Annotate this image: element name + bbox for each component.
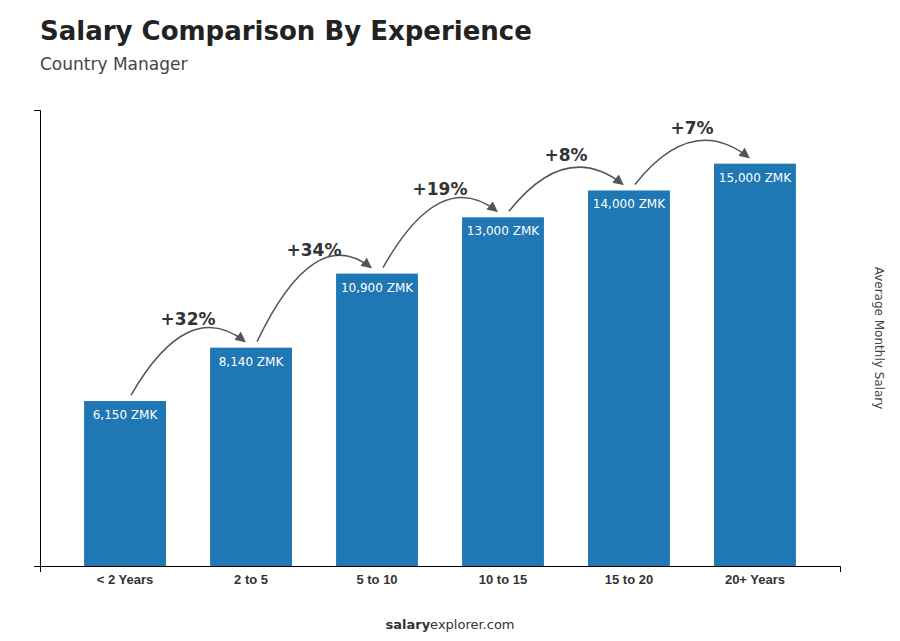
annotations: +32% +34% +19% +8% +7% [131, 118, 749, 395]
footer-part: salary [385, 617, 430, 632]
annotation: +32% [161, 309, 216, 329]
footer-part: explorer.com [430, 617, 514, 632]
x-tick-label: 15 to 20 [605, 572, 653, 587]
x-tick: 10 to 15 [479, 572, 527, 587]
arrow [635, 140, 749, 184]
bar [210, 348, 292, 566]
y-axis-title: Average Monthly Salary [872, 267, 886, 410]
bar [714, 164, 796, 566]
data-label: 13,000 ZMK [467, 224, 540, 238]
arrow [131, 328, 245, 396]
footer: salaryexplorer.com [385, 617, 514, 632]
x-tick: 2 to 5 [234, 572, 268, 587]
title: Salary Comparison By Experience [40, 16, 532, 46]
data-label: 8,140 ZMK [219, 355, 285, 369]
x-tick: 15 to 20 [605, 572, 653, 587]
annotation: +19% [413, 179, 468, 199]
subtitle: Country Manager [40, 54, 187, 74]
data-label: 10,900 ZMK [341, 281, 414, 295]
bars [84, 164, 796, 566]
bar [84, 401, 166, 566]
x-tick: 5 to 10 [356, 572, 397, 587]
y-axis-line [34, 111, 41, 567]
data-label: 6,150 ZMK [93, 408, 159, 422]
data-labels: 6,150 ZMK 8,140 ZMK 10,900 ZMK 13,000 ZMK 14… [93, 171, 792, 422]
x-tick-label: 5 to 10 [356, 572, 397, 587]
x-axis-line [41, 567, 841, 573]
x-tick-label: 20+ Years [725, 572, 785, 587]
data-label: 15,000 ZMK [719, 171, 792, 185]
bar [462, 217, 544, 566]
x-tick-label: < 2 Years [97, 572, 154, 587]
x-tick-label: 10 to 15 [479, 572, 527, 587]
chart: Salary Comparison By Experience Country M… [0, 0, 900, 641]
annotation: +34% [287, 240, 342, 260]
plot: < 2 Years 2 to 5 5 to 10 10 to 15 15 to 20 20… [34, 111, 841, 588]
data-label: 14,000 ZMK [593, 197, 666, 211]
x-tick-label: 2 to 5 [234, 572, 268, 587]
x-tick: < 2 Years [97, 572, 154, 587]
arrow [257, 255, 371, 341]
arrow [383, 197, 497, 267]
arrow [509, 167, 623, 211]
bar [588, 190, 670, 566]
x-tick: 20+ Years [725, 572, 785, 587]
annotation: +8% [544, 145, 587, 165]
bar [336, 274, 418, 566]
y-axis [34, 111, 41, 567]
x-axis: < 2 Years 2 to 5 5 to 10 10 to 15 15 to 20 20… [41, 567, 841, 588]
annotation: +7% [670, 118, 713, 138]
